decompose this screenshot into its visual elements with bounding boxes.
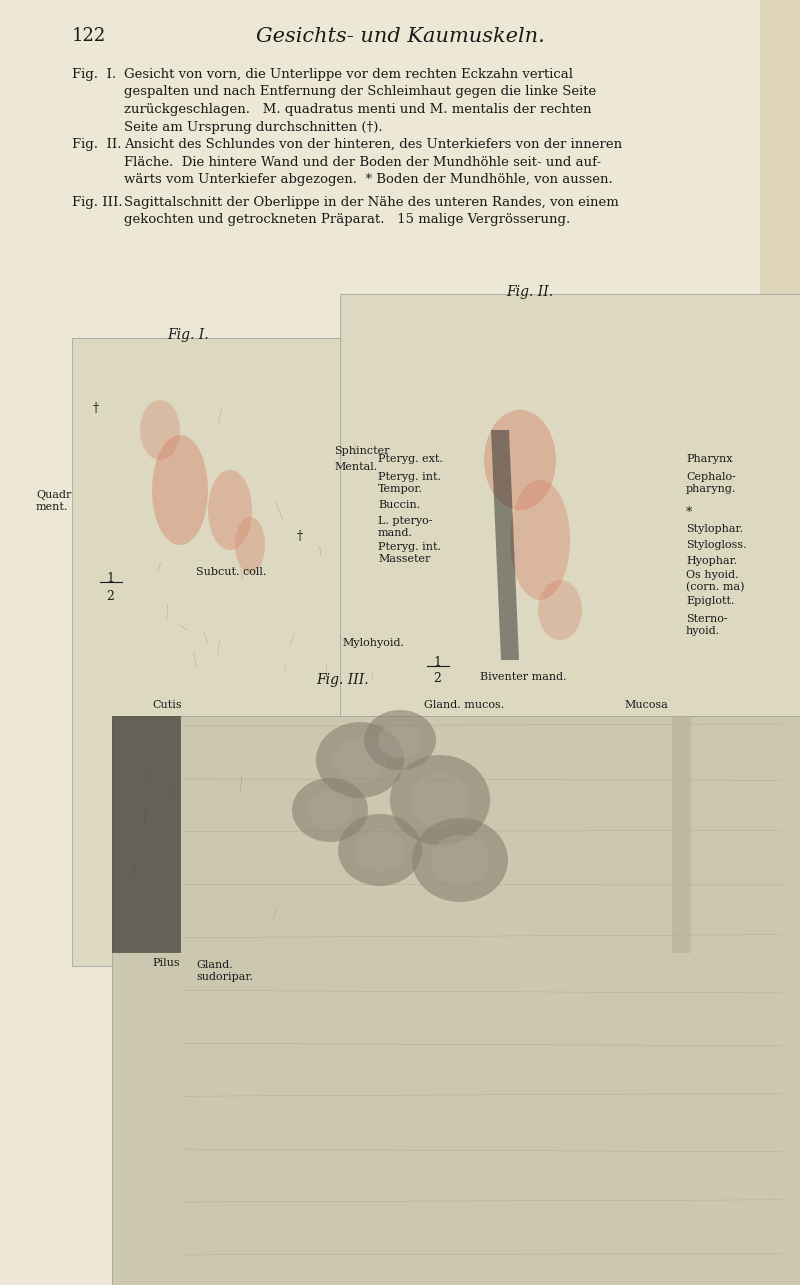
Text: Stylophar.: Stylophar.	[686, 524, 743, 535]
Text: Quadr
ment.: Quadr ment.	[36, 490, 71, 511]
Text: Epiglott.: Epiglott.	[686, 596, 734, 607]
Text: Fig.  I.: Fig. I.	[72, 68, 116, 81]
Bar	[760, 0, 800, 1285]
Bar	[112, 716, 800, 1285]
Text: Pteryg. int.
Masseter: Pteryg. int. Masseter	[378, 542, 441, 564]
Polygon shape	[491, 430, 519, 660]
Bar	[72, 338, 432, 966]
Ellipse shape	[355, 829, 405, 871]
Text: Pteryg. ext.: Pteryg. ext.	[378, 454, 443, 464]
Ellipse shape	[364, 711, 436, 770]
Ellipse shape	[152, 436, 208, 545]
Text: 1: 1	[106, 572, 114, 585]
Text: Fig. III.: Fig. III.	[317, 673, 370, 687]
Text: 122: 122	[72, 27, 106, 45]
Text: Fig. I.: Fig. I.	[167, 328, 209, 342]
Ellipse shape	[410, 774, 470, 828]
Text: Pteryg. int.
Tempor.: Pteryg. int. Tempor.	[378, 472, 441, 493]
Ellipse shape	[378, 722, 422, 758]
Ellipse shape	[390, 756, 490, 846]
Text: L. pteryo-
mand.: L. pteryo- mand.	[378, 517, 433, 537]
Text: Ansicht des Schlundes von der hinteren, des Unterkiefers von der inneren
Fläche.: Ansicht des Schlundes von der hinteren, …	[124, 137, 622, 186]
Text: †: †	[93, 402, 99, 415]
Text: Subcut. coll.: Subcut. coll.	[196, 567, 266, 577]
Text: Gesichts- und Kaumuskeln.: Gesichts- und Kaumuskeln.	[256, 27, 544, 45]
Text: Fig. III.: Fig. III.	[72, 197, 122, 209]
Text: †: †	[297, 529, 303, 544]
Bar	[340, 294, 800, 974]
Ellipse shape	[292, 777, 368, 842]
Ellipse shape	[208, 470, 252, 550]
Text: Biventer mand.: Biventer mand.	[480, 672, 566, 682]
Ellipse shape	[307, 790, 353, 829]
Text: Gland. mucos.: Gland. mucos.	[424, 700, 504, 711]
Ellipse shape	[338, 813, 422, 885]
Text: Gesicht von vorn, die Unterlippe vor dem rechten Eckzahn vertical
gespalten und : Gesicht von vorn, die Unterlippe vor dem…	[124, 68, 596, 134]
Text: Stylogloss.: Stylogloss.	[686, 540, 746, 550]
Text: Sphincter: Sphincter	[334, 446, 390, 456]
Text: Os hyoid.
(corn. ma): Os hyoid. (corn. ma)	[686, 571, 745, 592]
Text: Sagittalschnitt der Oberlippe in der Nähe des unteren Randes, von einem
gekochte: Sagittalschnitt der Oberlippe in der Näh…	[124, 197, 618, 226]
Text: Mucosa: Mucosa	[624, 700, 668, 711]
Ellipse shape	[412, 819, 508, 902]
Bar	[112, 716, 180, 952]
Ellipse shape	[334, 738, 386, 783]
Ellipse shape	[431, 835, 489, 885]
Ellipse shape	[484, 410, 556, 510]
Text: *: *	[686, 506, 692, 519]
Text: Cutis: Cutis	[152, 700, 182, 711]
Text: Cephalo-
pharyng.: Cephalo- pharyng.	[686, 472, 736, 493]
Ellipse shape	[140, 400, 180, 460]
Ellipse shape	[235, 517, 265, 573]
Ellipse shape	[538, 580, 582, 640]
Ellipse shape	[316, 722, 404, 798]
Text: Pharynx: Pharynx	[686, 454, 733, 464]
Text: Sterno-
hyoid.: Sterno- hyoid.	[686, 614, 728, 636]
Text: Gland.
sudoripar.: Gland. sudoripar.	[196, 960, 253, 982]
Text: 2: 2	[106, 590, 114, 603]
Text: Pilus: Pilus	[152, 959, 180, 968]
Text: 1: 1	[433, 657, 441, 669]
Text: Fig.  II.: Fig. II.	[72, 137, 122, 152]
Text: 2: 2	[433, 672, 441, 685]
Text: Buccin.: Buccin.	[378, 500, 420, 510]
Bar	[672, 716, 690, 952]
Text: Mylohyoid.: Mylohyoid.	[342, 637, 404, 648]
Text: Fig. II.: Fig. II.	[506, 285, 554, 299]
Ellipse shape	[510, 481, 570, 600]
Text: Hyophar.: Hyophar.	[686, 556, 738, 565]
Text: Mental.: Mental.	[334, 463, 378, 472]
